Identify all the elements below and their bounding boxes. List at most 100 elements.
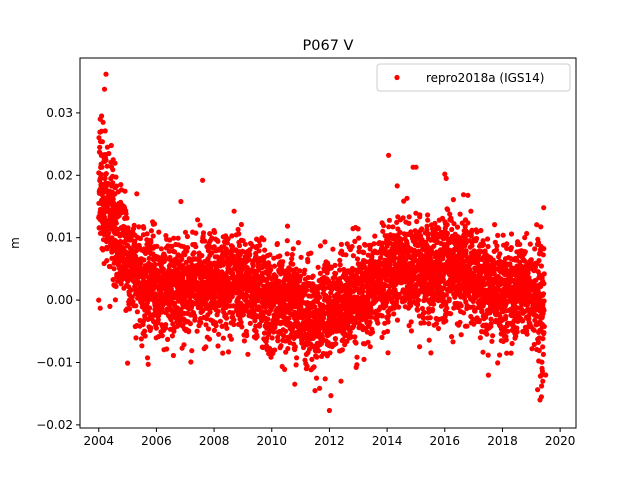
data-point bbox=[332, 262, 338, 268]
data-point bbox=[167, 254, 173, 261]
data-point bbox=[354, 354, 360, 360]
data-point bbox=[425, 231, 431, 237]
data-point bbox=[102, 175, 108, 182]
data-point bbox=[375, 320, 381, 326]
data-point bbox=[148, 239, 154, 246]
data-point bbox=[254, 334, 260, 340]
data-point bbox=[110, 196, 116, 202]
data-point bbox=[327, 350, 333, 356]
data-point bbox=[339, 347, 345, 353]
data-point bbox=[231, 208, 237, 214]
data-point bbox=[379, 313, 385, 319]
data-point bbox=[241, 338, 247, 344]
data-point bbox=[408, 319, 414, 325]
data-point bbox=[193, 244, 199, 250]
data-point bbox=[238, 319, 244, 325]
data-point bbox=[400, 215, 406, 221]
data-point bbox=[485, 372, 491, 378]
data-point bbox=[211, 327, 217, 333]
data-point bbox=[444, 222, 450, 228]
data-point bbox=[195, 217, 201, 223]
data-point bbox=[153, 325, 159, 331]
data-point bbox=[103, 171, 109, 177]
data-point bbox=[297, 268, 303, 274]
data-point bbox=[414, 307, 421, 313]
data-point bbox=[379, 334, 385, 340]
data-point bbox=[156, 229, 162, 235]
data-point bbox=[192, 315, 198, 321]
data-point bbox=[274, 241, 280, 247]
data-point bbox=[474, 235, 480, 242]
data-point bbox=[147, 305, 153, 311]
data-point bbox=[283, 328, 289, 334]
data-point bbox=[167, 237, 173, 243]
data-point bbox=[480, 349, 486, 355]
data-point bbox=[104, 163, 110, 169]
data-point bbox=[199, 253, 205, 259]
data-point bbox=[417, 344, 423, 350]
data-point bbox=[132, 238, 138, 244]
data-point bbox=[141, 257, 147, 263]
data-point bbox=[492, 222, 498, 228]
data-point bbox=[200, 230, 207, 236]
data-point bbox=[158, 246, 164, 252]
data-point bbox=[369, 329, 376, 335]
data-point bbox=[391, 311, 397, 317]
data-point bbox=[110, 180, 116, 186]
data-point bbox=[505, 328, 511, 334]
data-point bbox=[478, 227, 484, 234]
data-point bbox=[485, 243, 491, 250]
data-point bbox=[126, 306, 133, 312]
data-point bbox=[236, 231, 242, 237]
data-point bbox=[292, 344, 298, 350]
data-point bbox=[417, 212, 423, 218]
data-point bbox=[184, 233, 190, 240]
data-point bbox=[302, 267, 308, 273]
data-point bbox=[522, 249, 528, 255]
data-point bbox=[289, 252, 295, 258]
data-point bbox=[148, 325, 154, 331]
data-point bbox=[124, 215, 130, 221]
data-point bbox=[484, 331, 490, 337]
data-point bbox=[415, 302, 421, 308]
data-point bbox=[449, 334, 455, 340]
data-point bbox=[298, 254, 304, 260]
data-point bbox=[349, 243, 355, 250]
data-point bbox=[430, 306, 436, 312]
data-point bbox=[305, 259, 311, 265]
data-point bbox=[137, 235, 143, 242]
data-point bbox=[169, 333, 175, 339]
data-point bbox=[229, 293, 235, 300]
data-point bbox=[275, 338, 281, 344]
data-point bbox=[294, 355, 300, 361]
data-point bbox=[130, 299, 136, 305]
data-point bbox=[198, 319, 204, 326]
data-point bbox=[134, 191, 140, 197]
data-point bbox=[112, 297, 118, 303]
data-point bbox=[231, 321, 237, 328]
data-point bbox=[168, 286, 174, 292]
data-point bbox=[406, 214, 412, 220]
y-axis-label: m bbox=[8, 237, 22, 249]
data-point bbox=[122, 188, 128, 194]
data-point bbox=[414, 218, 420, 225]
data-point bbox=[449, 226, 455, 233]
data-point bbox=[353, 340, 359, 346]
data-point bbox=[107, 263, 113, 270]
data-point bbox=[385, 350, 391, 356]
data-point bbox=[435, 325, 442, 332]
data-point bbox=[431, 301, 437, 307]
data-point bbox=[187, 321, 193, 327]
data-point bbox=[164, 346, 170, 352]
data-point bbox=[333, 341, 339, 347]
data-point bbox=[333, 271, 339, 277]
data-point bbox=[168, 317, 174, 323]
data-points bbox=[96, 71, 549, 414]
data-point bbox=[101, 214, 108, 221]
data-point bbox=[317, 294, 323, 300]
data-point bbox=[159, 333, 165, 339]
data-point bbox=[118, 281, 124, 287]
data-point bbox=[231, 317, 237, 323]
data-point bbox=[508, 245, 514, 251]
